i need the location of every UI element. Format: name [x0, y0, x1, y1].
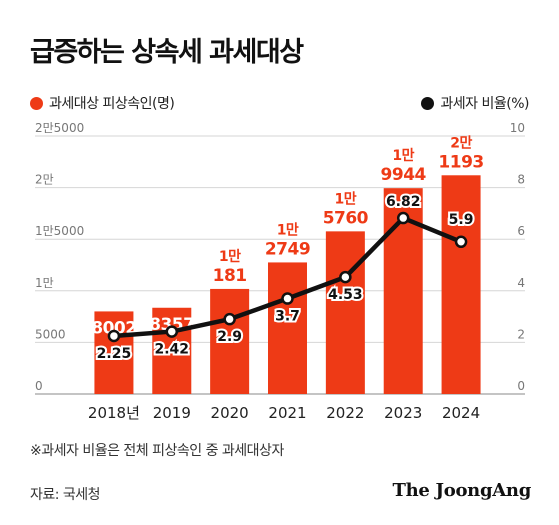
x-tick-label: 2023	[384, 404, 422, 422]
line-value-label: 2.9	[217, 329, 242, 345]
line-point	[339, 270, 352, 284]
bar-value-label: 1만	[392, 148, 414, 164]
y-right-tick-label: 10	[510, 121, 525, 135]
line-point	[454, 235, 468, 249]
bar	[152, 307, 192, 394]
bar	[210, 288, 250, 394]
x-tick-label: 2022	[326, 404, 364, 422]
chart-title: 급증하는 상속세 과세대상	[30, 37, 304, 68]
line-value-label: 3.7	[275, 309, 300, 325]
legend-bar-marker	[30, 96, 43, 110]
bar	[441, 175, 481, 394]
line-value-label: 4.53	[328, 287, 363, 303]
line-value-label: 6.82	[386, 194, 421, 210]
legend-bars: 과세대상 피상속인(명)	[30, 93, 175, 113]
line-point	[223, 312, 236, 326]
y-right-tick-label: 6	[517, 224, 525, 238]
bar-value-label: 181	[213, 266, 247, 286]
y-left-tick-label: 5000	[35, 327, 66, 341]
y-left-tick-label: 0	[35, 379, 43, 393]
line-point	[165, 325, 179, 338]
bar-value-label: 5760	[323, 208, 369, 228]
bar	[325, 231, 365, 394]
y-left-tick-label: 2만	[35, 173, 54, 187]
y-left-tick-label: 1만	[35, 276, 54, 290]
footnote: ※과세자 비율은 전체 피상속인 중 과세대상자	[30, 443, 284, 459]
legend-line-label: 과세자 비율(%)	[440, 96, 529, 112]
line-value-label: 2.42	[155, 342, 190, 358]
bar-value-label: 1만	[277, 222, 299, 238]
bar	[268, 262, 307, 394]
x-tick-label: 2024	[442, 404, 480, 422]
bar-value-label: 2749	[265, 239, 310, 259]
bar	[94, 311, 134, 394]
x-tick-label: 2018년	[88, 404, 140, 422]
legend-bars-label: 과세대상 피상속인(명)	[49, 96, 175, 112]
bar-value-label: 1만	[335, 191, 357, 207]
brand-logo: The JoongAng	[392, 480, 532, 501]
bar-value-label: 2만	[450, 135, 472, 151]
bar-value-label: 1193	[438, 152, 483, 172]
y-right-tick-label: 4	[517, 276, 525, 290]
line-point	[107, 329, 121, 343]
y-left-tick-label: 2만5000	[35, 121, 84, 135]
line-value-label: 2.25	[97, 346, 132, 362]
line-point	[281, 292, 294, 305]
y-right-tick-label: 8	[517, 173, 525, 187]
y-right-tick-label: 2	[517, 327, 525, 341]
legend-line-marker	[421, 96, 435, 110]
y-left-tick-label: 1만5000	[35, 224, 84, 238]
source-note: 자료: 국세청	[30, 487, 101, 503]
y-right-tick-label: 0	[517, 379, 525, 393]
legend-line: 과세자 비율(%)	[421, 93, 529, 113]
bar-value-label: 1만	[219, 249, 241, 265]
x-tick-label: 2021	[268, 404, 306, 422]
bar-value-label: 9944	[381, 165, 427, 185]
line-point	[396, 211, 410, 225]
x-tick-label: 2020	[211, 404, 249, 422]
line-value-label: 5.9	[449, 212, 474, 228]
x-tick-label: 2019	[153, 404, 191, 422]
